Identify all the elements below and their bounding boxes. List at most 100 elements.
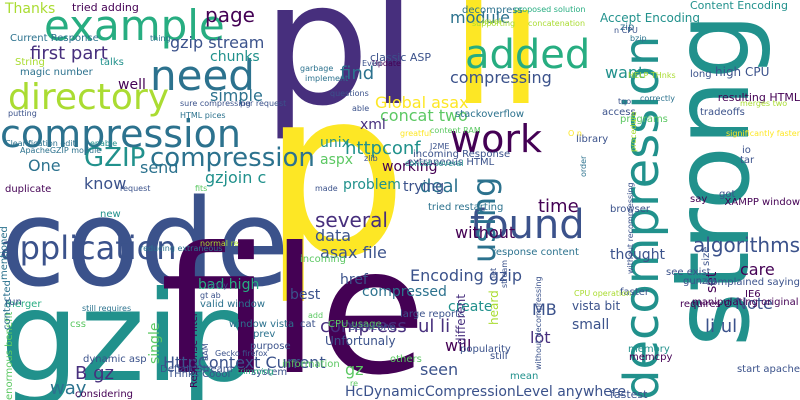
word-185: tried restarting — [428, 202, 504, 213]
word-123: decompress — [462, 5, 523, 16]
word-177: prev — [253, 329, 276, 340]
word-49: without — [455, 223, 516, 242]
word-178: cat — [300, 319, 316, 330]
word-172: fits — [195, 184, 208, 193]
word-102: considering — [75, 389, 134, 400]
word-141: programs — [620, 114, 668, 125]
word-21: first part — [30, 43, 108, 64]
word-194: n CPU — [614, 26, 638, 35]
word-91: valid window — [200, 299, 266, 310]
word-136: purpose — [250, 341, 291, 352]
word-33: xml — [360, 117, 386, 133]
word-19: several — [315, 208, 388, 232]
word-164: mentioned — [0, 225, 10, 280]
word-58: care — [740, 260, 775, 279]
word-149: requires O — [680, 299, 732, 310]
word-191: CPU operation — [574, 289, 632, 298]
word-65: MB — [532, 300, 557, 319]
word-193: merges two — [740, 99, 788, 108]
word-95: system — [251, 367, 288, 378]
word-25: module — [450, 8, 510, 27]
word-156: zip — [620, 22, 635, 33]
word-148: faster — [620, 287, 650, 298]
word-118: mean — [510, 371, 539, 382]
word-186: net — [489, 268, 498, 282]
word-10: directory — [8, 77, 170, 118]
word-26: Accept Encoding — [600, 11, 701, 25]
word-159: level — [482, 17, 502, 26]
word-7: compression — [0, 112, 241, 156]
word-196: O n — [568, 129, 582, 138]
word-144: browser — [610, 204, 651, 215]
word-109: content RAM — [430, 126, 481, 135]
word-110: greatful — [400, 129, 432, 138]
word-113: others — [390, 354, 422, 365]
word-119: still — [490, 351, 508, 362]
word-162: ApacheGZIP module — [20, 146, 102, 155]
word-97: THnks Coool — [168, 369, 231, 380]
word-111: Unfortunaly — [325, 334, 396, 348]
word-70: working — [382, 159, 438, 175]
word-56: li ul — [705, 316, 738, 337]
word-60: HttpContext Current — [163, 353, 326, 372]
word-106: Response Filter — [189, 311, 200, 388]
word-12: example — [44, 1, 225, 50]
word-129: garbage — [300, 64, 334, 73]
word-142: library — [576, 134, 609, 145]
word-83: start apache — [736, 364, 800, 375]
word-132: able — [352, 104, 370, 113]
word-67: deal — [420, 176, 459, 197]
word-17: GZIP — [84, 143, 146, 173]
word-163: Clearification edit — [5, 139, 76, 148]
word-13: added — [465, 32, 591, 78]
word-187: stream — [500, 260, 509, 289]
word-14: found — [470, 202, 585, 248]
word-116: different — [454, 294, 468, 346]
word-135: Gecko firefox — [215, 349, 268, 358]
word-5: file — [160, 211, 427, 400]
word-188: procedure — [629, 111, 638, 152]
word-23: chunks — [210, 49, 260, 65]
word-69: trying — [403, 179, 445, 195]
word-98: dynamic asp — [83, 354, 147, 365]
word-190: without decompressing — [534, 276, 543, 371]
word-93: single — [147, 322, 163, 365]
word-167: sure compressing — [180, 99, 251, 108]
word-77: classic ASP — [370, 51, 432, 64]
word-96: DeflateStream — [160, 364, 233, 375]
word-139: access — [602, 107, 636, 118]
word-137: information — [282, 359, 340, 370]
word-22: page — [205, 3, 255, 27]
word-176: Unity — [207, 281, 229, 290]
word-24: gzip stream — [170, 33, 265, 52]
word-63: HcDynamicCompressionLevel anywhere — [345, 384, 626, 400]
word-43: httpconf — [345, 138, 421, 159]
word-3: code — [0, 175, 290, 314]
word-127: Update — [372, 59, 401, 68]
word-27: Content Encoding — [690, 0, 788, 12]
word-169: HTML pices — [180, 111, 226, 120]
word-158: HELP THnks — [628, 71, 676, 80]
word-80: long — [690, 69, 712, 80]
word-131: questions — [330, 89, 369, 98]
word-174: normal re — [200, 239, 239, 248]
word-181: add — [308, 311, 324, 320]
word-151: gunzip — [683, 276, 717, 287]
word-53: seen — [420, 360, 459, 379]
word-42: time — [538, 196, 579, 217]
word-32: concat two — [380, 106, 468, 125]
word-40: simple — [210, 86, 263, 105]
word-130: implement — [305, 74, 349, 83]
word-47: Encoding gzip — [410, 266, 522, 285]
word-160: putting — [8, 109, 37, 118]
word-35: aspx — [320, 152, 354, 168]
word-78: stackoverflow — [455, 109, 525, 120]
word-166: reducing extraneous — [140, 244, 223, 253]
word-161: enable — [90, 139, 118, 148]
word-147: see exist — [666, 267, 711, 278]
word-79: high CPU — [715, 65, 770, 79]
word-143: order — [579, 155, 588, 177]
word-90: window vista — [229, 319, 295, 330]
word-134: trimming — [237, 367, 274, 376]
